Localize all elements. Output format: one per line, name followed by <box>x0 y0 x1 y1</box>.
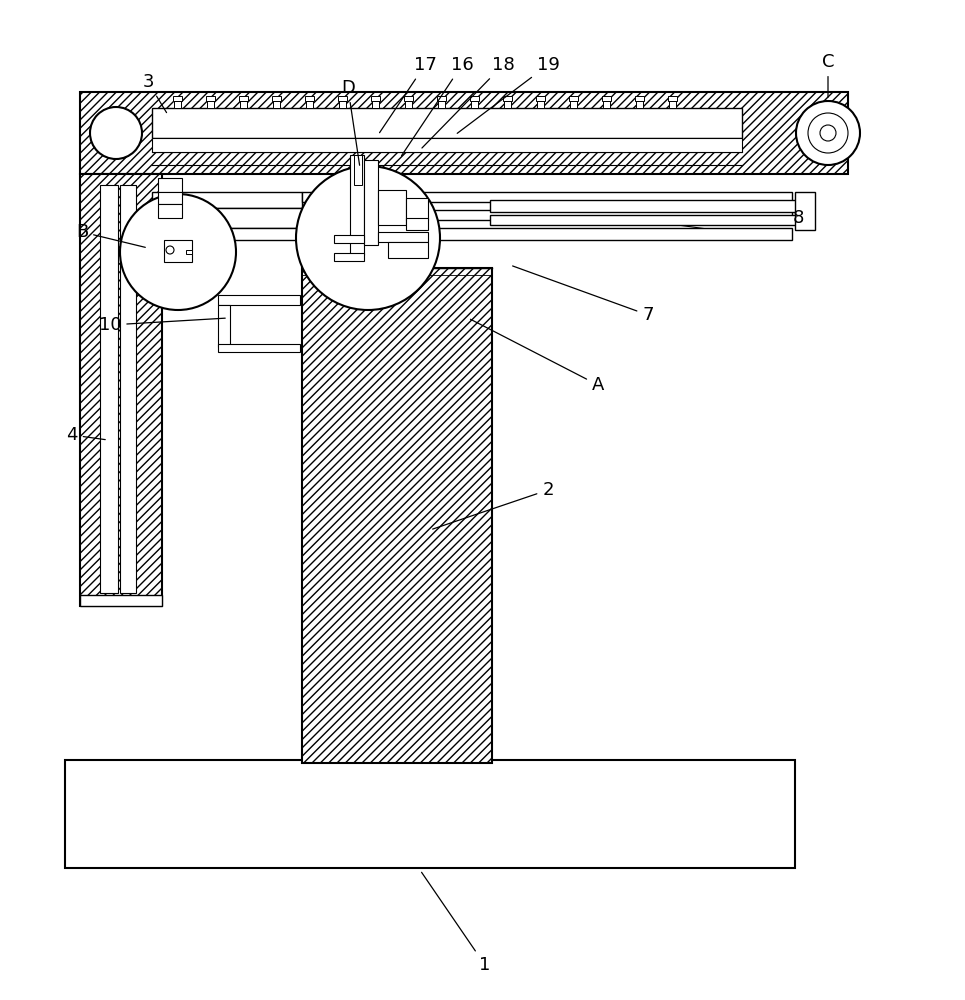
Bar <box>503 96 511 101</box>
Bar <box>207 101 214 108</box>
Text: 19: 19 <box>457 56 560 133</box>
Bar <box>339 101 346 108</box>
Bar <box>603 101 610 108</box>
Bar <box>795 192 815 230</box>
Bar <box>438 101 445 108</box>
Text: 18: 18 <box>422 56 514 148</box>
Circle shape <box>796 101 860 165</box>
Bar <box>364 160 378 245</box>
Bar <box>668 96 676 101</box>
Bar <box>536 96 545 101</box>
Text: 17: 17 <box>379 56 436 133</box>
Bar <box>239 96 248 101</box>
Bar <box>120 185 136 593</box>
Bar <box>218 305 230 347</box>
Bar <box>471 101 478 108</box>
Bar <box>406 198 428 220</box>
Text: 8: 8 <box>792 209 804 227</box>
Bar <box>152 228 302 240</box>
Bar <box>240 101 247 108</box>
Bar <box>302 228 792 240</box>
Circle shape <box>808 113 848 153</box>
Bar <box>372 96 380 101</box>
Bar <box>490 200 800 212</box>
Text: 7: 7 <box>512 266 653 324</box>
Bar <box>405 101 412 108</box>
Circle shape <box>166 246 174 254</box>
Bar <box>152 208 302 228</box>
Bar <box>80 174 162 606</box>
Bar <box>174 96 182 101</box>
Bar <box>388 242 428 258</box>
Bar <box>305 96 315 101</box>
Circle shape <box>296 166 440 310</box>
Bar <box>378 190 406 225</box>
Bar <box>334 235 364 243</box>
Bar <box>272 96 281 101</box>
Bar <box>568 96 578 101</box>
Text: 10: 10 <box>98 316 225 334</box>
Bar <box>569 101 577 108</box>
Bar <box>152 138 742 152</box>
Bar <box>152 108 742 138</box>
Bar <box>65 760 795 868</box>
Text: 16: 16 <box>401 56 474 156</box>
Bar <box>207 96 215 101</box>
Bar <box>186 250 192 254</box>
Bar <box>80 595 162 606</box>
Bar <box>334 253 364 261</box>
Bar <box>404 96 413 101</box>
Bar <box>602 96 611 101</box>
Bar <box>406 218 428 230</box>
Bar <box>273 101 280 108</box>
Text: A: A <box>471 319 604 394</box>
Circle shape <box>90 107 142 159</box>
Bar <box>490 215 800 225</box>
Circle shape <box>120 194 236 310</box>
Bar <box>302 268 492 763</box>
Bar <box>354 155 362 185</box>
Bar <box>302 192 792 202</box>
Bar <box>152 192 302 208</box>
Text: 4: 4 <box>67 426 105 444</box>
Text: 3: 3 <box>142 73 167 113</box>
Bar <box>100 185 118 593</box>
Bar <box>302 210 792 220</box>
Bar <box>218 344 300 352</box>
Bar <box>158 204 182 218</box>
Bar <box>175 101 181 108</box>
Bar <box>437 96 446 101</box>
Bar <box>470 96 479 101</box>
Bar <box>306 101 314 108</box>
Text: D: D <box>341 79 360 165</box>
Bar <box>537 101 544 108</box>
Bar <box>669 101 676 108</box>
Text: 2: 2 <box>432 481 554 529</box>
Bar <box>218 295 300 305</box>
Text: 1: 1 <box>422 872 490 974</box>
Bar <box>636 101 643 108</box>
Circle shape <box>820 125 836 141</box>
Bar <box>635 96 644 101</box>
Bar <box>338 96 347 101</box>
Bar <box>80 92 848 174</box>
Bar <box>378 232 428 242</box>
Bar <box>504 101 510 108</box>
Bar <box>164 240 192 262</box>
Bar <box>158 192 182 204</box>
Bar <box>372 101 379 108</box>
Text: B: B <box>76 223 146 247</box>
Bar <box>350 155 364 255</box>
Bar <box>158 178 182 192</box>
Text: C: C <box>822 53 835 97</box>
